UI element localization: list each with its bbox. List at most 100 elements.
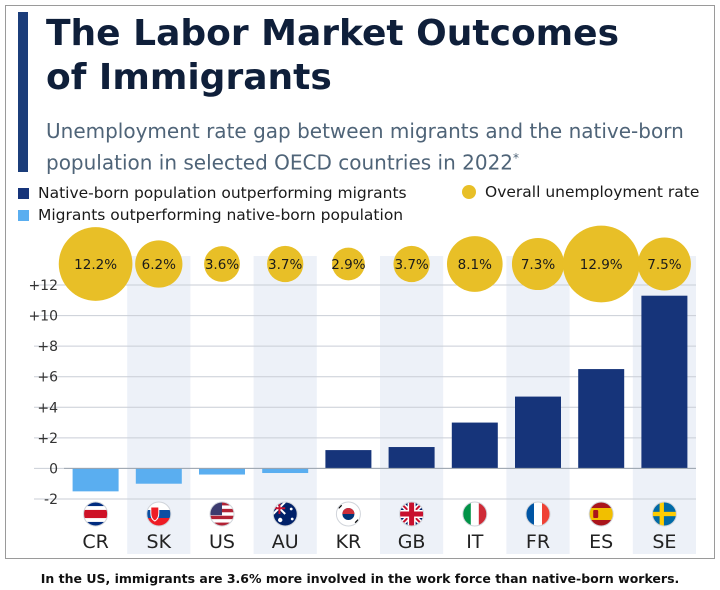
flag-border [588, 501, 614, 527]
x-category-label: CR [82, 531, 108, 553]
overall-rate-label: 3.6% [205, 257, 239, 273]
bar [388, 447, 435, 469]
flag-border [525, 501, 551, 527]
flag-united-kingdom-icon [399, 501, 425, 527]
x-category-label: GB [398, 531, 426, 553]
flag-spain-icon [588, 501, 614, 527]
flag-south-korea-icon [335, 501, 361, 527]
flag-stripe [210, 515, 234, 520]
legend-label-migrants: Migrants outperforming native-born popul… [38, 206, 404, 224]
flag-fill [652, 502, 677, 526]
overall-rate-label: 3.7% [394, 257, 428, 273]
overall-rate-bubble [511, 237, 565, 291]
overall-rate-label: 12.9% [580, 257, 623, 273]
y-tick-label: +6 [37, 370, 58, 386]
y-tick-label: +4 [37, 400, 58, 416]
flag-star [289, 507, 293, 511]
flag-trigram [337, 504, 343, 509]
flag-border [335, 501, 361, 527]
x-category-label: SE [652, 531, 676, 553]
flag-stripe [589, 508, 614, 520]
subtitle-text: Unemployment rate gap between migrants a… [46, 119, 684, 175]
flag-stripe [210, 519, 234, 524]
x-category-label: FR [526, 531, 550, 553]
bar-chart: -2 0 +2 +4 +6 +8 +10 +12 12.2% 6.2% 3.6% 3.7% 2.9% 3.… [28, 225, 696, 554]
bar [199, 468, 245, 475]
flag-stripe [470, 502, 480, 526]
overall-rate-label: 12.2% [74, 257, 117, 273]
flag-stripe [534, 502, 543, 526]
flag-stripe [526, 502, 535, 526]
flag-fill [399, 502, 424, 526]
bar [135, 468, 182, 484]
flag-stripe [462, 502, 472, 526]
overall-rate-label: 2.9% [331, 257, 365, 273]
flag-border [462, 501, 488, 527]
flag-border [399, 501, 425, 527]
flag-italy-icon [462, 501, 488, 527]
legend-swatch-migrants [18, 209, 29, 221]
flag-cross [399, 511, 424, 517]
flag-stripe [146, 518, 171, 526]
x-category-label: KR [336, 531, 362, 553]
flag-star [290, 517, 294, 521]
chart-title: The Labor Market Outcomes of Immigrants [46, 12, 619, 100]
flag-fill [83, 502, 108, 526]
flag-fill [589, 502, 614, 526]
overall-rate-label: 3.7% [268, 257, 302, 273]
overall-rate-bubble [58, 227, 133, 301]
flag-slovakia-icon [146, 501, 172, 527]
legend-label-native: Native-born population outperforming mig… [38, 184, 407, 202]
flag-france-icon [525, 501, 551, 527]
legend-item-native: Native-born population outperforming mig… [18, 184, 407, 202]
legend-label-overall: Overall unemployment rate [485, 183, 700, 201]
legend-item-overall: Overall unemployment rate [462, 183, 699, 201]
overall-rate-bubble [637, 237, 691, 291]
bar [262, 468, 309, 474]
legend-item-migrants: Migrants outperforming native-born popul… [18, 206, 403, 224]
bar [641, 295, 688, 469]
flag-border [83, 501, 109, 527]
y-tick-label: +12 [28, 278, 58, 294]
flag-stripe [146, 502, 171, 511]
flag-fill [462, 502, 487, 526]
flag-stripe [210, 522, 234, 526]
overall-rate-bubble [446, 236, 503, 292]
flag-fill [146, 502, 171, 526]
bar [578, 369, 625, 469]
flag-border [146, 501, 172, 527]
legend-swatch-overall [462, 185, 476, 199]
flag-star [278, 517, 283, 523]
flag-usa-icon [209, 501, 235, 527]
overall-rate-bubble [204, 246, 240, 282]
bar [515, 396, 561, 469]
overall-rate-bubble [135, 240, 183, 288]
flag-costa-rica-icon [83, 501, 109, 527]
title-accent-bar [18, 12, 28, 172]
chart-frame: The Labor Market Outcomes of Immigrants … [5, 5, 715, 559]
x-category-label: ES [589, 531, 613, 553]
flag-sweden-icon [651, 501, 677, 527]
flag-stripe [83, 509, 108, 519]
x-category-label: US [209, 531, 235, 553]
x-category-label: AU [272, 531, 299, 553]
flag-border [651, 501, 677, 527]
y-tick-label: -2 [44, 492, 58, 508]
overall-rate-label: 8.1% [458, 257, 492, 273]
overall-rate-label: 6.2% [142, 257, 176, 273]
y-tick-label: +2 [37, 431, 58, 447]
flag-cross [652, 511, 677, 517]
chart-caption: In the US, immigrants are 3.6% more invo… [40, 571, 680, 586]
subtitle-footnote-mark: * [513, 151, 520, 165]
flag-emblem [150, 506, 160, 522]
overall-rate-bubble [332, 247, 365, 281]
flag-emblem [593, 510, 599, 518]
flag-fill [336, 502, 361, 526]
y-tick-label: 0 [49, 461, 58, 477]
bar [451, 422, 498, 469]
overall-rate-label: 7.3% [521, 257, 555, 273]
overall-rate-bubble [393, 245, 430, 283]
flag-border [209, 501, 235, 527]
y-tick-label: +8 [37, 339, 58, 355]
title-line-1: The Labor Market Outcomes [46, 13, 620, 54]
